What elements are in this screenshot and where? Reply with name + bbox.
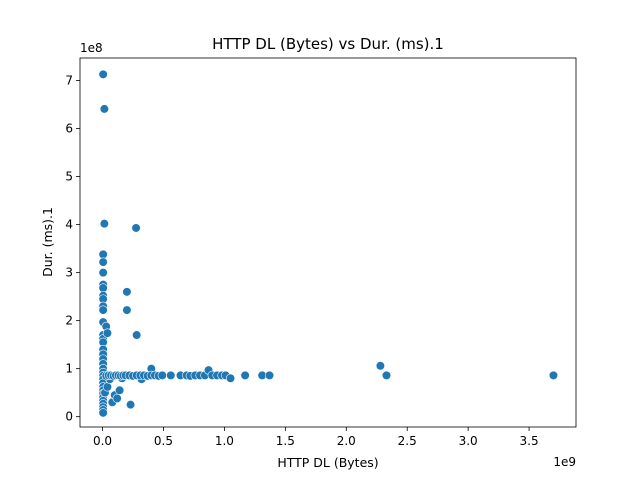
y-tick-label: 3 bbox=[65, 266, 73, 280]
scatter-point bbox=[112, 393, 122, 404]
scatter-point bbox=[102, 382, 113, 392]
x-tick-label: 0.5 bbox=[154, 434, 173, 448]
x-tick-label: 1.5 bbox=[276, 434, 295, 448]
y-axis: 0 1 2 3 4 5 6 7 bbox=[65, 74, 80, 424]
x-tick-label: 3.0 bbox=[459, 434, 478, 448]
scatter-point bbox=[381, 370, 392, 380]
scatter-point bbox=[98, 257, 108, 267]
x-tick-label: 0.0 bbox=[93, 434, 112, 448]
x-offset-label: 1e9 bbox=[553, 455, 576, 469]
x-tick-label: 1.0 bbox=[215, 434, 234, 448]
x-axis: 0.0 0.5 1.0 1.5 2.0 2.5 3.0 3.5 bbox=[93, 427, 539, 448]
scatter-point bbox=[132, 330, 142, 340]
x-tick-label: 2.0 bbox=[337, 434, 356, 448]
scatter-point bbox=[98, 69, 108, 79]
scatter-point bbox=[98, 305, 108, 315]
scatter-point bbox=[225, 373, 236, 383]
scatter-point bbox=[166, 370, 176, 380]
y-tick-label: 2 bbox=[65, 314, 73, 328]
y-tick-label: 7 bbox=[65, 74, 73, 88]
chart-title: HTTP DL (Bytes) vs Dur. (ms).1 bbox=[212, 35, 444, 53]
scatter-point bbox=[264, 370, 275, 380]
x-tick-label: 2.5 bbox=[398, 434, 417, 448]
x-tick-label: 3.5 bbox=[520, 434, 539, 448]
scatter-point bbox=[102, 328, 113, 338]
scatter-point bbox=[125, 400, 136, 410]
plot-frame bbox=[79, 57, 577, 428]
y-axis-label: Dur. (ms).1 bbox=[40, 207, 55, 277]
scatter-point bbox=[375, 361, 386, 371]
scatter-point bbox=[122, 305, 132, 315]
y-offset-label: 1e8 bbox=[80, 41, 103, 55]
scatter-point bbox=[157, 370, 167, 380]
scatter-point bbox=[548, 370, 559, 380]
x-axis-label: HTTP DL (Bytes) bbox=[277, 455, 378, 470]
scatter-point bbox=[98, 408, 108, 418]
scatter-point bbox=[115, 385, 125, 395]
scatter-point bbox=[122, 287, 132, 297]
y-tick-label: 4 bbox=[65, 218, 73, 232]
y-tick-label: 6 bbox=[65, 122, 73, 136]
scatter-point bbox=[98, 268, 108, 278]
y-tick-label: 5 bbox=[65, 170, 73, 184]
points-layer bbox=[98, 69, 559, 418]
y-tick-label: 0 bbox=[65, 410, 73, 424]
y-tick-label: 1 bbox=[65, 362, 73, 376]
scatter-point bbox=[99, 104, 109, 114]
scatter-point bbox=[240, 370, 250, 380]
scatter-point bbox=[98, 283, 108, 293]
scatter-point bbox=[98, 249, 108, 259]
scatter-point bbox=[99, 219, 109, 229]
scatter-point bbox=[131, 223, 141, 233]
